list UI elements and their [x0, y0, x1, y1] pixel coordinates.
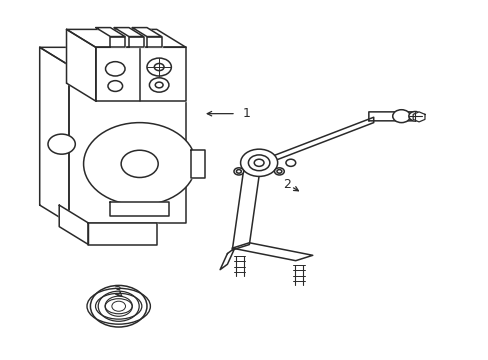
Polygon shape	[69, 65, 185, 223]
Circle shape	[105, 296, 132, 316]
Circle shape	[155, 82, 163, 88]
Polygon shape	[40, 47, 185, 65]
Circle shape	[248, 155, 269, 171]
Circle shape	[408, 112, 421, 121]
Circle shape	[154, 63, 163, 71]
Polygon shape	[412, 112, 424, 122]
Circle shape	[147, 58, 171, 76]
Circle shape	[240, 149, 277, 176]
Polygon shape	[220, 248, 234, 270]
Text: 1: 1	[243, 107, 250, 120]
Circle shape	[90, 285, 147, 327]
Circle shape	[149, 78, 168, 92]
Circle shape	[233, 168, 243, 175]
Circle shape	[108, 81, 122, 91]
Circle shape	[254, 159, 264, 166]
Polygon shape	[59, 205, 88, 244]
Polygon shape	[88, 223, 157, 244]
Polygon shape	[132, 28, 161, 37]
Polygon shape	[232, 243, 312, 261]
Polygon shape	[110, 202, 168, 216]
Polygon shape	[232, 158, 261, 250]
Polygon shape	[66, 30, 185, 47]
Circle shape	[285, 159, 295, 166]
Circle shape	[48, 134, 75, 154]
Polygon shape	[110, 37, 125, 47]
Polygon shape	[66, 30, 96, 101]
Text: 2: 2	[283, 178, 291, 191]
Circle shape	[276, 170, 281, 173]
Circle shape	[121, 150, 158, 177]
Polygon shape	[114, 28, 143, 37]
Circle shape	[274, 168, 284, 175]
Polygon shape	[261, 117, 373, 166]
Polygon shape	[147, 37, 161, 47]
Polygon shape	[129, 37, 143, 47]
Circle shape	[236, 170, 241, 173]
Circle shape	[392, 110, 409, 123]
Circle shape	[112, 301, 125, 311]
Polygon shape	[96, 47, 185, 101]
Circle shape	[105, 62, 125, 76]
Polygon shape	[96, 28, 125, 37]
Polygon shape	[190, 149, 205, 178]
Polygon shape	[368, 112, 424, 121]
Text: 3: 3	[113, 285, 121, 298]
Polygon shape	[40, 47, 69, 223]
Circle shape	[83, 123, 195, 205]
Circle shape	[98, 291, 139, 321]
